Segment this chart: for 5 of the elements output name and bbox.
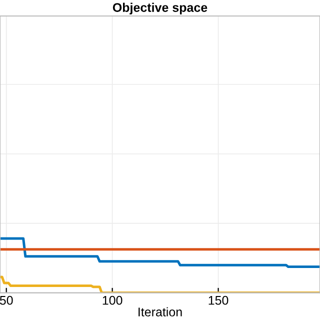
x-axis-title: Iteration [138, 307, 182, 316]
chart-title: Objective space [112, 2, 208, 14]
x-tick-label: 100 [102, 296, 122, 305]
x-tick-label: 50 [0, 296, 13, 305]
x-tick-label: 150 [208, 296, 228, 305]
